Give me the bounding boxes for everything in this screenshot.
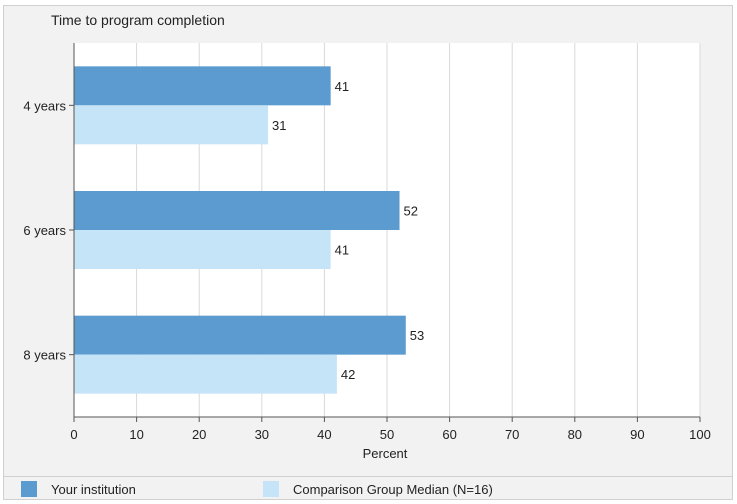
bar-your-institution [74,191,400,230]
x-tick-label: 70 [505,427,519,442]
y-category-label: 4 years [23,98,66,113]
legend-label-your-institution: Your institution [51,481,136,497]
bar-value-label: 41 [335,79,349,94]
x-axis-title: Percent [363,446,408,461]
bar-comparison-group [74,354,337,394]
bar-your-institution [74,315,406,355]
legend: Your institution Comparison Group Median… [3,476,733,500]
bar-value-label: 31 [272,118,286,133]
x-tick-label: 40 [317,427,331,442]
y-category-label: 8 years [23,348,66,363]
bar-comparison-group [74,230,331,269]
chart-title: Time to program completion [51,12,225,28]
x-tick-label: 30 [255,427,269,442]
bar-value-label: 52 [404,204,418,219]
legend-item-your-institution: Your institution [21,481,136,497]
bars: 41 31 52 41 53 42 [74,66,424,394]
y-category-label: 6 years [23,223,66,238]
x-tick-label: 80 [568,427,582,442]
bar-value-label: 41 [335,243,349,258]
x-tick-label: 90 [630,427,644,442]
x-tick-label: 60 [442,427,456,442]
axes: 0 10 20 30 40 50 60 70 80 90 100 4 years 6 years 8 ye… [23,43,711,442]
legend-label-comparison-group: Comparison Group Median (N=16) [293,481,493,497]
bar-comparison-group [74,105,269,145]
legend-swatch-your-institution [21,481,37,497]
bar-value-label: 53 [410,328,424,343]
bar-your-institution [74,66,331,106]
x-tick-label: 20 [192,427,206,442]
legend-item-comparison-group: Comparison Group Median (N=16) [263,481,493,497]
x-tick-label: 50 [380,427,394,442]
x-tick-label: 100 [689,427,711,442]
legend-swatch-comparison-group [263,481,279,497]
bar-value-label: 42 [341,367,355,382]
x-tick-label: 10 [129,427,143,442]
x-tick-label: 0 [70,427,77,442]
